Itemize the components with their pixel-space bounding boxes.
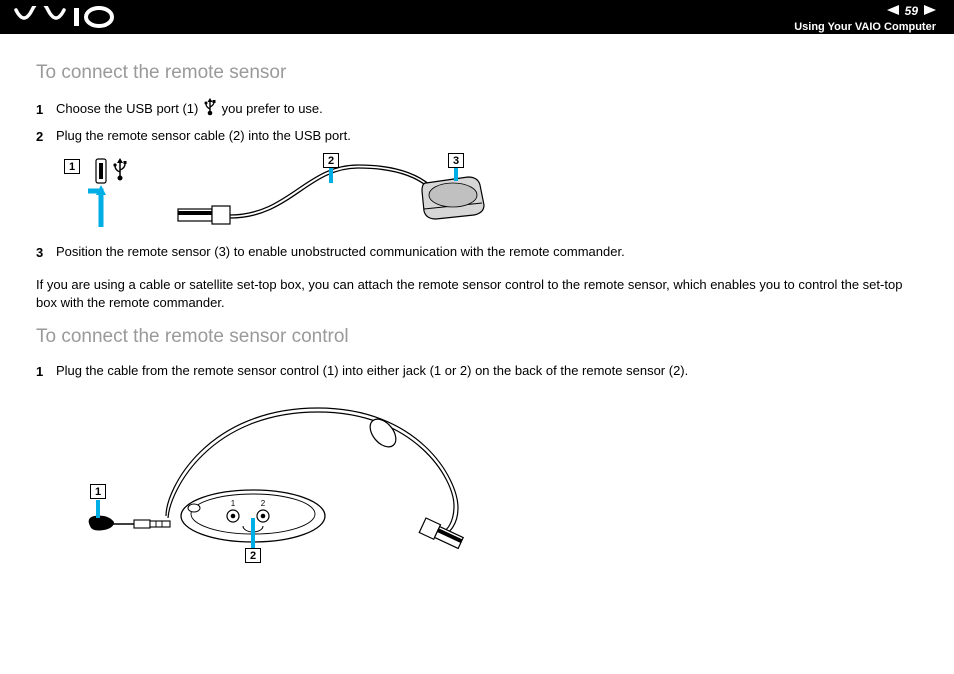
- section2-title: To connect the remote sensor control: [36, 326, 918, 348]
- step-row: 2 Plug the remote sensor cable (2) into …: [36, 127, 918, 145]
- figure-remote-sensor: 1 2 3: [58, 155, 488, 233]
- step-row: 1 Choose the USB port (1) you prefer to …: [36, 98, 918, 121]
- step-text: Plug the remote sensor cable (2) into th…: [56, 127, 351, 145]
- bridge-paragraph: If you are using a cable or satellite se…: [36, 276, 918, 312]
- step-pre: Choose the USB port (1): [56, 101, 202, 116]
- jack-label: 1: [231, 499, 236, 508]
- figure-sensor-control: 1 2 1 2: [58, 388, 498, 563]
- page-content: To connect the remote sensor 1 Choose th…: [0, 34, 954, 573]
- callout-label: 2: [245, 548, 261, 563]
- callout-label: 3: [448, 153, 464, 168]
- step-row: 1 Plug the cable from the remote sensor …: [36, 362, 918, 380]
- page-number: 59: [905, 4, 918, 18]
- header-bar: 59 Using Your VAIO Computer: [0, 0, 954, 34]
- callout-label: 1: [64, 159, 80, 174]
- step-number: 1: [36, 102, 56, 117]
- header-right: 59 Using Your VAIO Computer: [794, 2, 936, 33]
- step-post: you prefer to use.: [222, 101, 323, 116]
- step-number: 3: [36, 245, 56, 260]
- callout-label: 2: [323, 153, 339, 168]
- next-page-arrow[interactable]: [924, 2, 936, 20]
- callout-label: 1: [90, 484, 106, 499]
- header-section: Using Your VAIO Computer: [794, 21, 936, 33]
- prev-page-arrow[interactable]: [887, 2, 899, 20]
- step-number: 2: [36, 129, 56, 144]
- step-text: Choose the USB port (1) you prefer to us…: [56, 98, 323, 121]
- step-row: 3 Position the remote sensor (3) to enab…: [36, 243, 918, 261]
- usb-trident-icon: [204, 98, 216, 121]
- step-number: 1: [36, 364, 56, 379]
- jack-label: 2: [261, 499, 266, 508]
- step-text: Plug the cable from the remote sensor co…: [56, 362, 688, 380]
- vaio-logo: [14, 6, 124, 28]
- step-text: Position the remote sensor (3) to enable…: [56, 243, 625, 261]
- section1-title: To connect the remote sensor: [36, 62, 918, 84]
